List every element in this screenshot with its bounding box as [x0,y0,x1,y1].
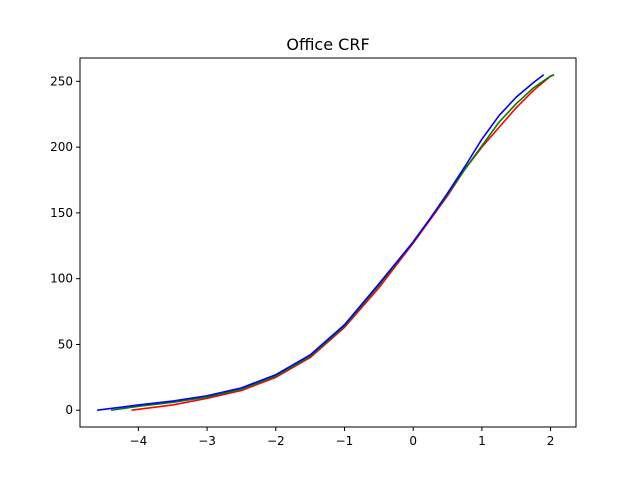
y-tick-label: 150 [50,206,73,220]
x-tick-label: −1 [336,434,354,448]
series-layer [97,74,555,412]
y-tick-label: 250 [50,74,73,88]
y-tick-label: 0 [65,403,73,417]
y-tick-label: 100 [50,272,73,286]
chart-title: Office CRF [286,35,369,54]
y-tick-label: 50 [58,337,73,351]
x-tick-label: 0 [409,434,417,448]
y-tick-label: 200 [50,140,73,154]
x-tick-label: −3 [198,434,216,448]
x-tick-label: 2 [547,434,555,448]
series-line-3 [97,74,545,412]
axes-frame [79,57,577,428]
ticks-layer: −4 −3 −2 −1 0 1 2 0 50 100 150 200 250 [50,74,554,448]
x-tick-label: −2 [267,434,285,448]
x-tick-label: −4 [130,434,148,448]
x-tick-label: 1 [478,434,486,448]
